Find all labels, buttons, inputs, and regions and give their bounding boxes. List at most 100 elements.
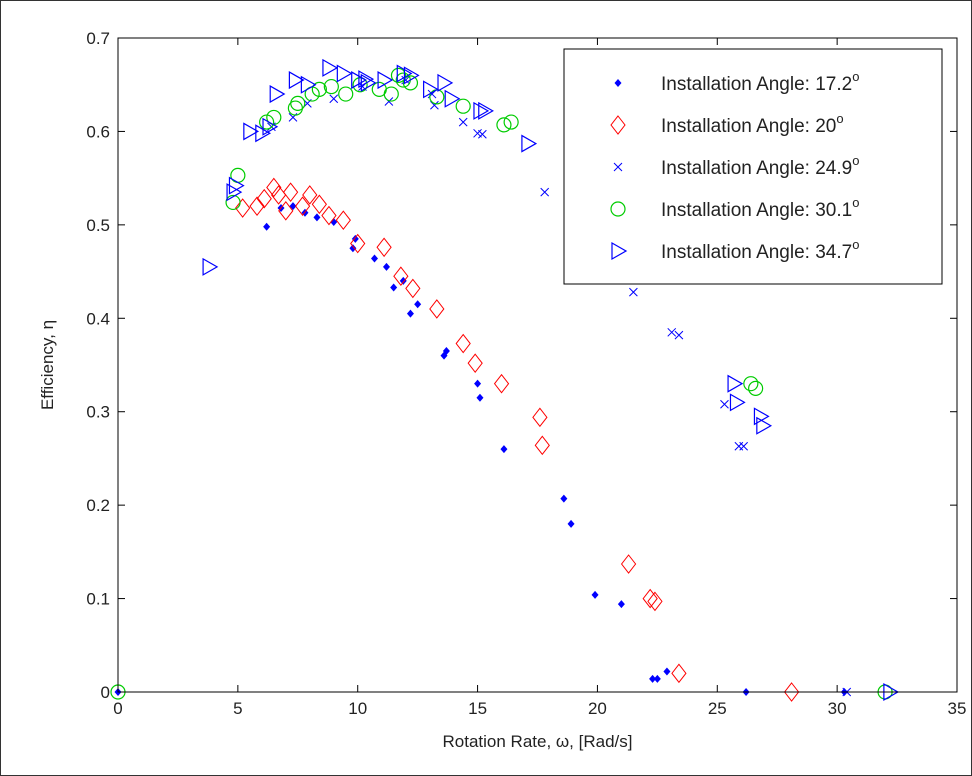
data-point xyxy=(720,399,729,409)
data-point xyxy=(335,210,351,231)
axes-frame xyxy=(117,37,958,693)
data-point xyxy=(228,176,245,195)
data-point xyxy=(474,379,482,388)
legend-label-text: Installation Angle: 20 xyxy=(661,116,836,137)
y-tick-label: 0.3 xyxy=(86,403,110,422)
data-point xyxy=(629,287,638,297)
data-point xyxy=(226,183,243,202)
legend-label-superscript: o xyxy=(852,237,859,252)
data-point xyxy=(393,266,409,287)
data-point xyxy=(225,194,241,211)
legend-label-text: Installation Angle: 24.9 xyxy=(661,158,852,179)
y-tick-label: 0.1 xyxy=(86,590,110,609)
data-point xyxy=(478,129,487,139)
data-point xyxy=(349,244,357,253)
data-point xyxy=(302,185,318,205)
data-point xyxy=(617,600,625,609)
data-point xyxy=(278,201,294,221)
data-point xyxy=(329,94,339,104)
data-point xyxy=(423,80,439,99)
legend-label: Installation Angle: 20o xyxy=(661,111,844,137)
x-tick-label: 35 xyxy=(948,699,967,718)
data-point xyxy=(493,373,510,394)
x-tick-label: 10 xyxy=(348,699,367,718)
legend-label-superscript: o xyxy=(852,153,859,168)
data-point xyxy=(351,234,359,243)
data-point xyxy=(282,182,299,202)
data-point xyxy=(311,81,327,97)
x-tick-label: 5 xyxy=(233,699,242,718)
legend-marker xyxy=(614,79,622,87)
series-1 xyxy=(114,202,848,696)
data-point xyxy=(376,237,392,258)
data-point xyxy=(521,134,538,153)
data-point xyxy=(338,86,354,102)
data-point xyxy=(496,117,512,133)
legend-label-superscript: o xyxy=(852,69,859,84)
data-point xyxy=(300,75,317,94)
legend-label-text: Installation Angle: 17.2 xyxy=(661,74,852,95)
x-tick-label: 25 xyxy=(708,699,727,718)
data-point xyxy=(266,177,282,198)
data-point xyxy=(476,393,484,402)
data-point xyxy=(288,71,305,90)
legend-label: Installation Angle: 34.7o xyxy=(661,237,859,263)
series-5 xyxy=(202,58,900,702)
data-point xyxy=(748,380,764,396)
data-point xyxy=(269,85,286,104)
x-tick-label: 0 xyxy=(113,699,122,718)
x-tick-label: 15 xyxy=(468,699,487,718)
data-point xyxy=(540,187,550,197)
data-point xyxy=(455,333,471,354)
y-tick-label: 0.2 xyxy=(86,496,110,515)
legend-marker xyxy=(610,201,626,217)
y-tick-label: 0.4 xyxy=(86,309,110,328)
data-point xyxy=(729,393,746,412)
data-point xyxy=(249,196,265,216)
data-point xyxy=(674,330,684,340)
data-point xyxy=(402,75,419,91)
data-point xyxy=(350,233,366,254)
data-point xyxy=(321,205,337,226)
data-point xyxy=(360,73,377,92)
data-point xyxy=(243,122,260,141)
data-point xyxy=(429,299,445,319)
data-point xyxy=(620,554,637,574)
data-point xyxy=(202,257,219,276)
data-point xyxy=(503,114,519,130)
data-point xyxy=(649,674,657,683)
data-point xyxy=(352,77,368,93)
legend-marker xyxy=(613,162,623,172)
data-point xyxy=(591,590,599,599)
data-point xyxy=(500,445,508,454)
data-point xyxy=(444,89,461,108)
data-point xyxy=(534,435,550,456)
data-point xyxy=(383,86,399,102)
data-point xyxy=(406,309,414,318)
legend-marker xyxy=(610,115,626,135)
data-point xyxy=(390,283,398,292)
data-point xyxy=(377,71,394,90)
x-axis-label: Rotation Rate, ω, [Rad/s] xyxy=(443,732,633,751)
data-point xyxy=(437,73,454,92)
data-point xyxy=(430,100,439,110)
data-point xyxy=(358,70,375,89)
legend-label-text: Installation Angle: 34.7 xyxy=(661,242,852,263)
data-point xyxy=(370,254,378,263)
axes: 0 5 10 15 20 25 30 35 0 0.1 0.2 0.3 0.4 0.5 0.6 0.7 xyxy=(86,29,966,718)
data-point xyxy=(405,278,421,299)
data-point xyxy=(263,222,271,231)
data-point xyxy=(294,196,311,216)
legend-label-superscript: o xyxy=(836,111,843,126)
data-point xyxy=(647,591,663,612)
data-point xyxy=(262,117,279,136)
data-point xyxy=(663,667,671,676)
data-point xyxy=(455,98,471,114)
data-point xyxy=(322,58,339,77)
data-point xyxy=(390,67,407,83)
legend-label: Installation Angle: 30.1o xyxy=(661,195,859,221)
y-tick-label: 0 xyxy=(101,683,110,702)
